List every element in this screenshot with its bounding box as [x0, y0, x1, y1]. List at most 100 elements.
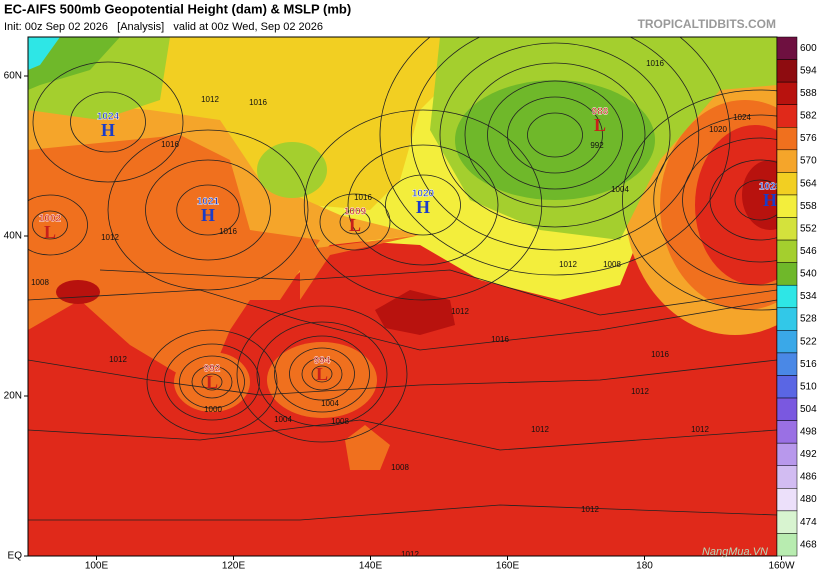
- colorbar-label: 576: [800, 133, 817, 144]
- contour-label: 992: [590, 141, 604, 150]
- colorbar-cell: [777, 172, 797, 195]
- colorbar-cell: [777, 511, 797, 534]
- center-pressure: 1020: [412, 189, 435, 200]
- colorbar-label: 564: [800, 178, 817, 189]
- lat-tick-label: EQ: [8, 551, 23, 562]
- colorbar-label: 474: [800, 517, 817, 528]
- contour-label: 1008: [391, 463, 409, 472]
- colorbar-label: 504: [800, 404, 817, 415]
- contour-label: 1024: [733, 113, 751, 122]
- subtitle: Init: 00z Sep 02 2026 [Analysis] valid a…: [4, 21, 323, 33]
- pressure-center: H: [201, 205, 215, 225]
- lon-tick-label: 140E: [359, 561, 383, 572]
- contour-label: 1008: [331, 417, 349, 426]
- colorbar-label: 570: [800, 156, 817, 167]
- pressure-center: L: [44, 222, 56, 242]
- pressure-center: H: [416, 197, 430, 217]
- colorbar-cell: [777, 218, 797, 241]
- colorbar-label: 600: [800, 43, 817, 54]
- pressure-center: L: [206, 372, 218, 392]
- contour-label: 1012: [451, 307, 469, 316]
- colorbar-label: 588: [800, 88, 817, 99]
- pressure-center: L: [594, 115, 606, 135]
- colorbar-cell: [777, 60, 797, 83]
- contour-label: 1016: [651, 350, 669, 359]
- colorbar-cell: [777, 375, 797, 398]
- colorbar-cell: [777, 127, 797, 150]
- center-pressure: 988: [592, 107, 609, 118]
- contour-label: 1000: [204, 405, 222, 414]
- colorbar-cell: [777, 240, 797, 263]
- lat-tick-label: 40N: [4, 231, 22, 242]
- colorbar-cell: [777, 533, 797, 556]
- colorbar-cell: [777, 285, 797, 308]
- colorbar-label: 528: [800, 314, 817, 325]
- center-pressure: 1021: [197, 197, 220, 208]
- contour-label: 1008: [603, 260, 621, 269]
- colorbar-cell: [777, 82, 797, 105]
- contour-label: 1012: [109, 355, 127, 364]
- colorbar-cell: [777, 37, 797, 60]
- colorbar-label: 594: [800, 65, 817, 76]
- watermark: NangMua.VN: [702, 546, 768, 558]
- colorbar-cell: [777, 421, 797, 444]
- colorbar-cell: [777, 466, 797, 489]
- contour-label: 1016: [491, 335, 509, 344]
- lon-tick-label: 160W: [768, 561, 795, 572]
- colorbar-label: 558: [800, 201, 817, 212]
- colorbar-cell: [777, 353, 797, 376]
- colorbar-cell: [777, 330, 797, 353]
- lon-tick-label: 120E: [222, 561, 246, 572]
- colorbar-label: 552: [800, 223, 817, 234]
- contour-label: 1016: [354, 193, 372, 202]
- credit: TROPICALTIDBITS.COM: [638, 17, 776, 31]
- contour-label: 1012: [581, 505, 599, 514]
- colorbar-label: 498: [800, 427, 817, 438]
- lat-tick-label: 60N: [4, 71, 22, 82]
- contour-label: 1012: [101, 233, 119, 242]
- colorbar-cell: [777, 308, 797, 331]
- colorbar-cell: [777, 443, 797, 466]
- colorbar-label: 480: [800, 494, 817, 505]
- contour-label: 1004: [611, 185, 629, 194]
- colorbar-label: 534: [800, 291, 817, 302]
- contour-label: 1012: [691, 425, 709, 434]
- title: EC-AIFS 500mb Geopotential Height (dam) …: [4, 1, 351, 16]
- contour-label: 1012: [401, 550, 419, 559]
- center-pressure: 1002: [39, 214, 62, 225]
- pressure-center: L: [349, 215, 361, 235]
- colorbar-cell: [777, 195, 797, 218]
- contour-label: 1012: [201, 95, 219, 104]
- contour-label: 1008: [31, 278, 49, 287]
- colorbar-label: 546: [800, 246, 817, 257]
- colorbar-label: 468: [800, 539, 817, 550]
- contour-label: 1016: [646, 59, 664, 68]
- contour-label: 1016: [249, 98, 267, 107]
- contour-label: 1016: [161, 140, 179, 149]
- contour-label: 1016: [219, 227, 237, 236]
- pressure-center: L: [316, 364, 328, 384]
- center-pressure: 992: [204, 364, 221, 375]
- colorbar-cell: [777, 105, 797, 128]
- lon-tick-label: 100E: [85, 561, 109, 572]
- colorbar-cell: [777, 263, 797, 286]
- contour-label: 1012: [531, 425, 549, 434]
- colorbar-label: 582: [800, 111, 817, 122]
- center-pressure: 994: [314, 356, 331, 367]
- center-pressure: 1009: [344, 207, 367, 218]
- contour-label: 1020: [709, 125, 727, 134]
- center-pressure: 1024: [97, 112, 120, 123]
- contour-label: 1004: [274, 415, 292, 424]
- contour-label: 1012: [559, 260, 577, 269]
- contour-label: 1012: [631, 387, 649, 396]
- colorbar-label: 486: [800, 472, 817, 483]
- lat-tick-label: 20N: [4, 391, 22, 402]
- colorbar-label: 516: [800, 359, 817, 370]
- colorbar-label: 522: [800, 336, 817, 347]
- pressure-center: H: [101, 120, 115, 140]
- colorbar-cell: [777, 398, 797, 421]
- contour-label: 1004: [321, 399, 339, 408]
- colorbar-label: 492: [800, 449, 817, 460]
